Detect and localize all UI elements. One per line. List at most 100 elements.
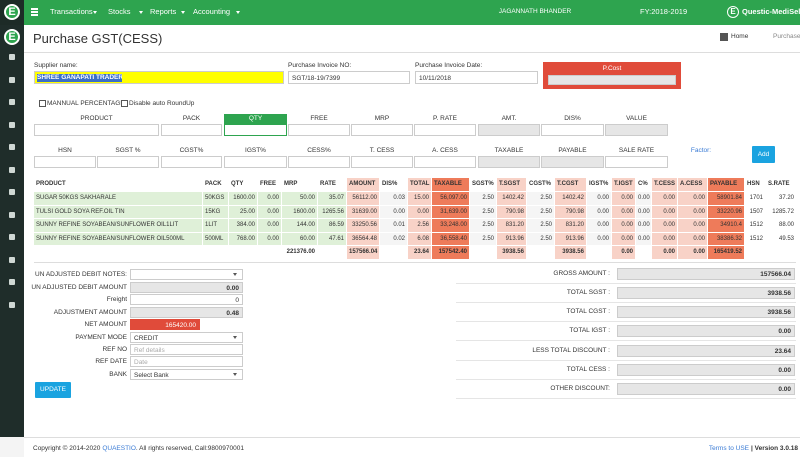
summary-input[interactable]: 0.00 [130, 282, 243, 293]
pcost-input[interactable] [548, 75, 676, 85]
nav-menu[interactable]: Stocks [108, 7, 131, 16]
table-cell: 1512 [745, 219, 765, 232]
breadcrumb-home[interactable]: Home [731, 33, 749, 40]
table-header: DIS% [380, 178, 407, 191]
table-cell: 0.01 [380, 219, 407, 232]
terms-link[interactable]: Terms to USE [708, 445, 749, 452]
table-cell: SUNNY REFINE SOYABEAN/SUNFLOWER OIL1LIT [34, 219, 202, 232]
table-cell: 31,639.00 [432, 205, 469, 218]
entry-input[interactable] [97, 156, 159, 168]
nav-menu[interactable]: Accounting [193, 7, 231, 16]
sidebar-icon[interactable] [9, 99, 15, 105]
sidebar-icon[interactable] [9, 234, 15, 240]
supplier-value: SHREE GANAPATI TRADERS [37, 74, 122, 82]
entry-input[interactable] [351, 156, 413, 168]
table-cell: 1402.42 [497, 192, 526, 205]
company-logo: E [727, 6, 739, 18]
update-button[interactable]: UPDATE [35, 382, 71, 398]
entry-input[interactable] [605, 156, 668, 168]
entry-input[interactable] [541, 156, 604, 168]
sidebar-icon[interactable] [9, 279, 15, 285]
entry-input[interactable] [605, 124, 668, 136]
entry-input[interactable] [34, 124, 159, 136]
sidebar-icon[interactable] [9, 189, 15, 195]
table-cell: 790.98 [497, 205, 526, 218]
logo: E [4, 4, 20, 20]
breadcrumb-current: Purchase [773, 33, 800, 40]
summary-input[interactable] [130, 269, 243, 280]
table-header: CGST% [527, 178, 554, 191]
entry-input[interactable] [224, 156, 287, 168]
entry-input[interactable] [161, 156, 222, 168]
table-header: T.SGST [497, 178, 526, 191]
divider [34, 262, 796, 263]
table-cell: 1285.72 [766, 205, 796, 218]
summary-input[interactable]: 0 [130, 294, 243, 305]
sidebar-icon[interactable] [9, 121, 15, 128]
checkbox[interactable] [39, 100, 46, 107]
summary-input[interactable]: 165420.00 [130, 319, 200, 330]
table-total [229, 246, 257, 259]
nav-menu[interactable]: Transactions [50, 7, 93, 16]
entry-input[interactable] [478, 156, 540, 168]
table-total [470, 246, 496, 259]
copyright: Copyright © 2014-2020 [33, 445, 101, 452]
table-cell: 1265.56 [318, 205, 346, 218]
entry-label[interactable]: Factor: [690, 147, 712, 154]
sidebar-icon[interactable] [9, 144, 15, 150]
entry-input[interactable] [224, 124, 287, 136]
table-total: 3938.56 [497, 246, 526, 259]
table-header: A.CESS [678, 178, 707, 191]
invoice-no-input[interactable]: SGT/18-19/7399 [288, 71, 410, 84]
summary-input[interactable]: 0.48 [130, 307, 243, 318]
checkbox[interactable] [121, 100, 128, 107]
entry-label: PRODUCT [80, 115, 113, 122]
summary-input[interactable]: Select Bank [130, 369, 243, 380]
table-cell: 0.00 [678, 219, 707, 232]
sidebar-icon[interactable] [9, 256, 15, 263]
nav-company: Questic-MediSell [742, 7, 800, 16]
table-cell: 0.00 [587, 232, 611, 245]
table-total [203, 246, 228, 259]
table-total [258, 246, 281, 259]
entry-input[interactable] [351, 124, 413, 136]
add-button[interactable]: Add [752, 146, 775, 163]
invoice-date-input[interactable]: 10/11/2018 [415, 71, 538, 84]
summary-input[interactable]: Ref details [130, 344, 243, 355]
footer-left: Copyright © 2014-2020 QUAESTIO. All right… [33, 443, 433, 455]
entry-input[interactable] [670, 156, 732, 168]
brand-link[interactable]: QUAESTIO [102, 445, 136, 452]
entry-input[interactable] [34, 156, 96, 168]
entry-input[interactable] [414, 124, 476, 136]
entry-input[interactable] [288, 124, 350, 136]
entry-input[interactable] [414, 156, 476, 168]
entry-input[interactable] [161, 124, 222, 136]
table-cell: 0.00 [612, 205, 635, 218]
sidebar-icon[interactable] [9, 76, 15, 83]
entry-input[interactable] [541, 124, 604, 136]
entry-input[interactable] [288, 156, 350, 168]
supplier-input[interactable]: SHREE GANAPATI TRADERS [34, 71, 284, 84]
table-total [527, 246, 554, 259]
table-cell: 768.00 [229, 232, 257, 245]
table-cell: 36,558.40 [432, 232, 469, 245]
entry-label: A. CESS [432, 147, 458, 154]
nav-menu[interactable]: Reports [150, 7, 177, 16]
table-cell: 0.00 [636, 232, 651, 245]
page-title: Purchase GST(CESS) [33, 31, 163, 46]
table-cell: 56112.00 [347, 192, 379, 205]
sidebar-icon[interactable] [9, 301, 15, 308]
supplier-label: Supplier name: [34, 62, 78, 69]
sidebar-icon[interactable] [9, 54, 15, 60]
summary-input[interactable]: Date [130, 356, 243, 367]
summary-label: TOTAL SGST : [566, 289, 610, 296]
sidebar-icon[interactable] [9, 211, 15, 218]
sidebar-icon[interactable] [9, 166, 15, 173]
menu-icon [31, 11, 38, 13]
entry-input[interactable] [478, 124, 540, 136]
summary-input[interactable]: CREDIT [130, 332, 243, 343]
table-header: IGST% [587, 178, 611, 191]
summary-label: OTHER DISCOUNT: [550, 385, 610, 392]
table-cell: 33250.56 [347, 219, 379, 232]
